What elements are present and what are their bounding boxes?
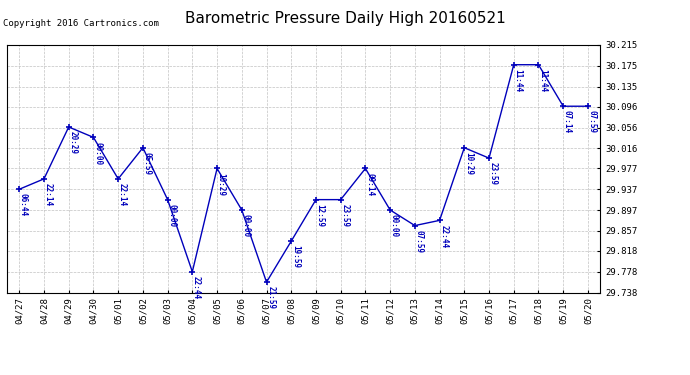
Text: 12:59: 12:59 [315, 204, 324, 227]
Text: 09:14: 09:14 [365, 172, 374, 196]
Text: 10:29: 10:29 [217, 172, 226, 196]
Text: 22:44: 22:44 [440, 225, 449, 248]
Text: 10:29: 10:29 [464, 152, 473, 175]
Text: 22:44: 22:44 [192, 276, 201, 299]
Text: 23:59: 23:59 [340, 204, 349, 227]
Text: 22:14: 22:14 [43, 183, 52, 206]
Text: 00:00: 00:00 [93, 141, 102, 165]
Text: 00:00: 00:00 [390, 214, 399, 237]
Text: 07:59: 07:59 [588, 110, 597, 134]
Text: 00:00: 00:00 [241, 214, 250, 237]
Text: 21:59: 21:59 [266, 286, 275, 309]
Text: 11:44: 11:44 [538, 69, 547, 92]
Text: Copyright 2016 Cartronics.com: Copyright 2016 Cartronics.com [3, 19, 159, 28]
Text: 11:44: 11:44 [513, 69, 522, 92]
Text: 19:59: 19:59 [291, 245, 300, 268]
Text: 22:14: 22:14 [118, 183, 127, 206]
Text: 23:59: 23:59 [489, 162, 497, 185]
Text: Barometric Pressure Daily High 20160521: Barometric Pressure Daily High 20160521 [185, 11, 505, 26]
Text: 00:00: 00:00 [167, 204, 176, 227]
Text: 05:59: 05:59 [143, 152, 152, 175]
Text: Pressure  (Inches/Hg): Pressure (Inches/Hg) [486, 26, 609, 36]
Text: 06:44: 06:44 [19, 194, 28, 216]
Text: 07:14: 07:14 [563, 110, 572, 134]
Text: 07:59: 07:59 [415, 230, 424, 253]
Text: 20:29: 20:29 [68, 131, 77, 154]
